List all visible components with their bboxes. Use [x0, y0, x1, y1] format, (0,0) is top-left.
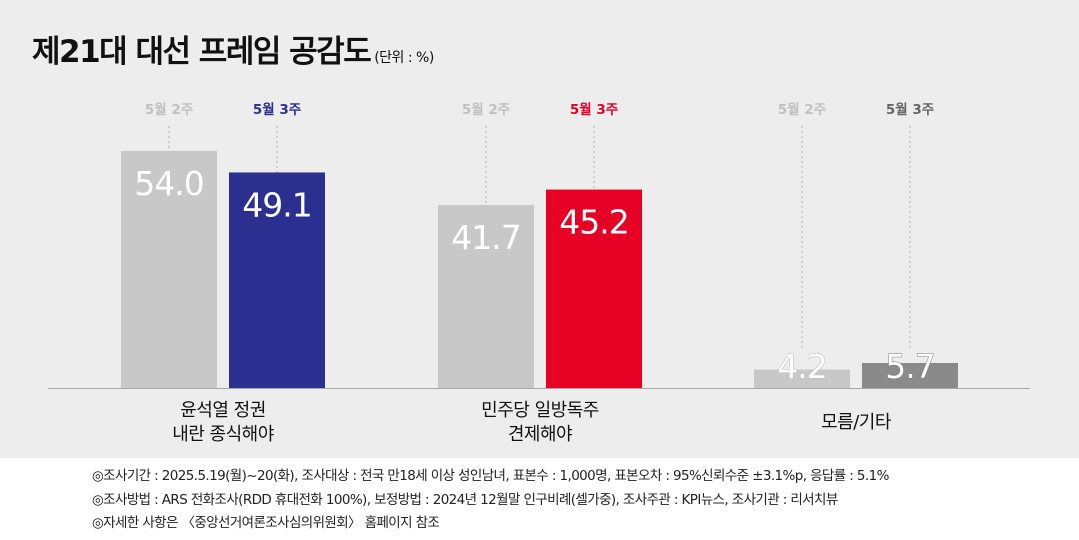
bar	[229, 172, 325, 388]
value-label: 54.0	[134, 164, 203, 203]
footer-line: ◎조사기간 : 2025.5.19(월)~20(화), 조사대상 : 전국 만1…	[92, 468, 889, 484]
value-label: 45.2	[559, 203, 628, 242]
series-label: 5월 2주	[145, 101, 193, 118]
category-label: 민주당 일방독주	[481, 400, 599, 421]
footer-notes: ◎조사기간 : 2025.5.19(월)~20(화), 조사대상 : 전국 만1…	[92, 465, 889, 536]
unit-label: (단위 : %)	[374, 50, 434, 66]
title-text: 제21대 대선 프레임 공감도	[32, 34, 372, 70]
chart-area: 제21대 대선 프레임 공감도 (단위 : %) 5월 2주 54.0 5월 3주 49…	[0, 0, 1079, 458]
value-label: 41.7	[451, 218, 520, 257]
series-label: 5월 2주	[778, 101, 826, 118]
value-label: 5.7	[885, 347, 934, 386]
footer-line: ◎자세한 사항은 〈중앙선거여론조사심의위원회〉 홈페이지 참조	[92, 515, 440, 531]
chart-title: 제21대 대선 프레임 공감도 (단위 : %)	[32, 26, 434, 71]
category-label: 윤석열 정권	[180, 400, 266, 421]
bar	[862, 362, 958, 388]
series-label: 5월 3주	[253, 101, 301, 118]
value-label: 49.1	[242, 185, 311, 224]
bar	[546, 189, 642, 388]
bar	[438, 204, 534, 388]
value-label: 4.2	[777, 347, 826, 386]
category-label: 내란 종식해야	[172, 424, 274, 445]
bar	[754, 369, 850, 388]
bar	[121, 150, 217, 388]
series-label: 5월 2주	[462, 101, 510, 118]
series-label: 5월 3주	[570, 101, 618, 118]
category-label: 모름/기타	[821, 412, 892, 433]
footer-line: ◎조사방법 : ARS 전화조사(RDD 휴대전화 100%), 보정방법 : …	[92, 491, 838, 508]
series-label: 5월 3주	[886, 101, 934, 118]
category-label: 견제해야	[508, 424, 572, 445]
